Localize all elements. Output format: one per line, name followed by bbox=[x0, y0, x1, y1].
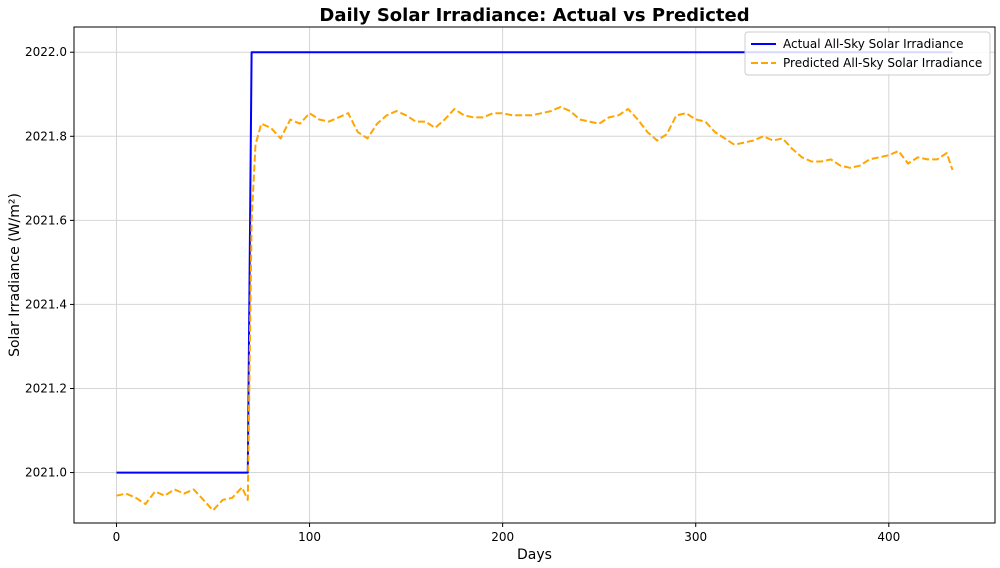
x-tick-label: 100 bbox=[298, 530, 321, 544]
x-tick-label: 200 bbox=[491, 530, 514, 544]
y-tick-label: 2021.6 bbox=[25, 213, 67, 227]
y-tick-label: 2021.2 bbox=[25, 381, 67, 395]
legend-label-actual: Actual All-Sky Solar Irradiance bbox=[783, 37, 964, 51]
legend-label-predicted: Predicted All-Sky Solar Irradiance bbox=[783, 56, 982, 70]
plot-frame bbox=[73, 26, 996, 524]
y-tick-label: 2022.0 bbox=[25, 45, 67, 59]
y-tick-label: 2021.0 bbox=[25, 466, 67, 480]
y-axis-label: Solar Irradiance (W/m²) bbox=[7, 193, 23, 357]
y-tick-label: 2021.4 bbox=[25, 297, 67, 311]
legend: Actual All-Sky Solar Irradiance Predicte… bbox=[744, 31, 991, 76]
x-axis-label: Days bbox=[517, 547, 552, 563]
series-line-predicted bbox=[116, 105, 954, 512]
series-layer bbox=[116, 51, 954, 512]
x-tick-label: 400 bbox=[877, 530, 900, 544]
y-tick-label: 2021.8 bbox=[25, 129, 67, 143]
x-tick-label: 300 bbox=[684, 530, 707, 544]
ticks: 0 100 200 300 400 2021.0 2021.2 2021.4 2021.6 202… bbox=[25, 45, 900, 544]
legend-box bbox=[744, 31, 991, 76]
x-tick-label: 0 bbox=[113, 530, 121, 544]
series-line-actual bbox=[116, 51, 953, 474]
chart-title: Daily Solar Irradiance: Actual vs Predic… bbox=[319, 5, 749, 26]
